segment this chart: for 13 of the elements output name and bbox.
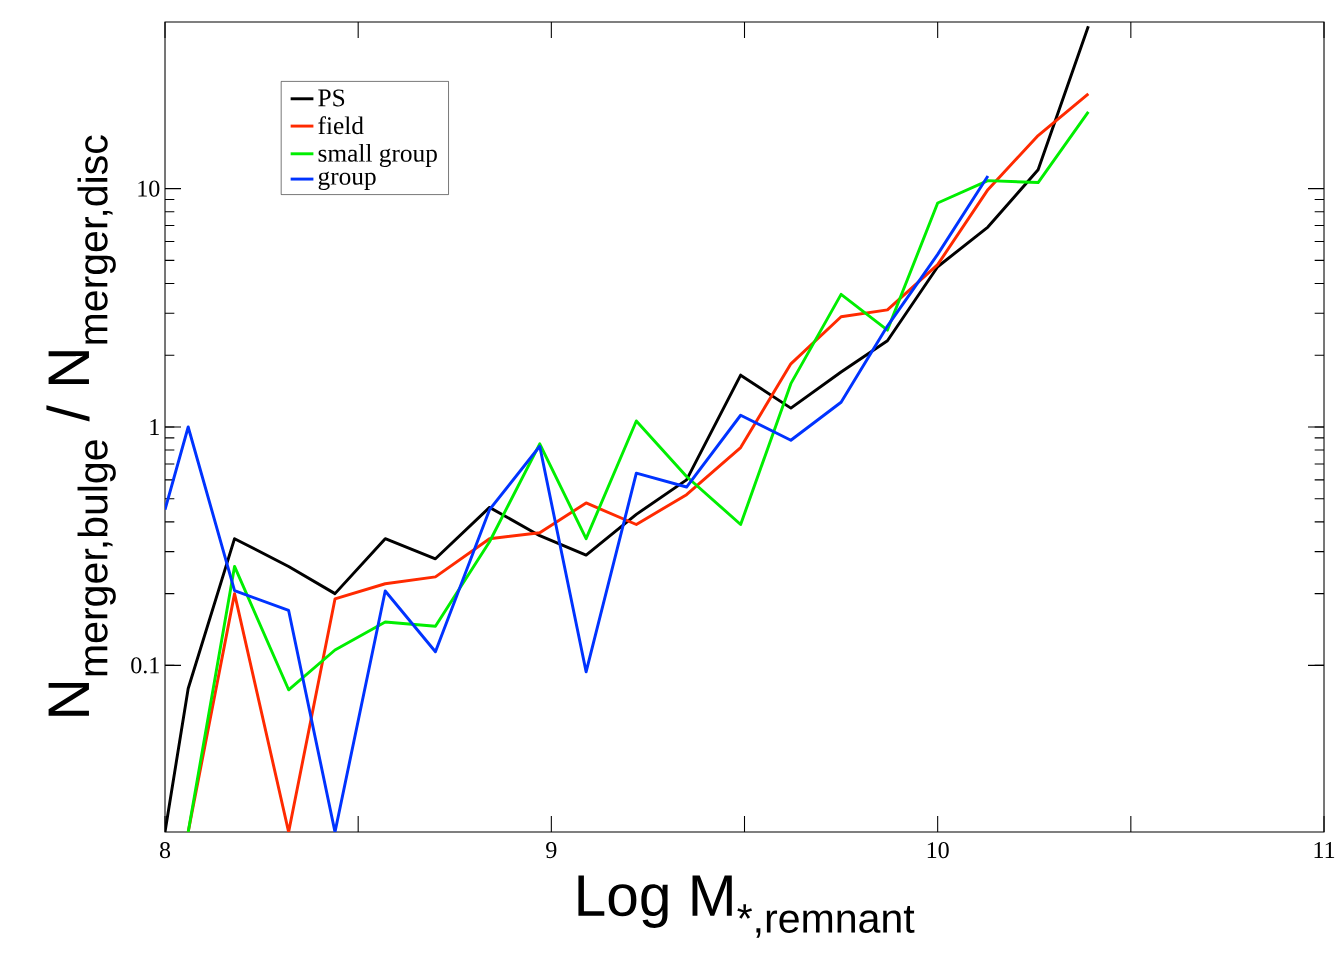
x-tick-label: 11 — [1314, 842, 1335, 858]
x-tick-label: 9 — [546, 842, 557, 859]
x-tick-label: 10 — [927, 842, 949, 859]
legend-label: group — [318, 171, 376, 191]
legend-label: PS — [318, 89, 345, 107]
legend-label: small group — [318, 144, 437, 168]
y-tick-label: 0.1 — [131, 657, 159, 674]
x-axis-title: $\text{Log M}_{\text{*,remnant}}$ — [578, 875, 915, 938]
x-tick-label: 8 — [159, 842, 171, 859]
legend-label: field — [318, 116, 364, 135]
y-axis-title: $\text{N}_{\text{merger,bulge}}\text{ / }\text{N}_{\text{merger,disc}}$ — [46, 135, 116, 716]
y-tick-label: 1 — [150, 419, 159, 435]
y-tick-label: 10 — [138, 180, 160, 197]
